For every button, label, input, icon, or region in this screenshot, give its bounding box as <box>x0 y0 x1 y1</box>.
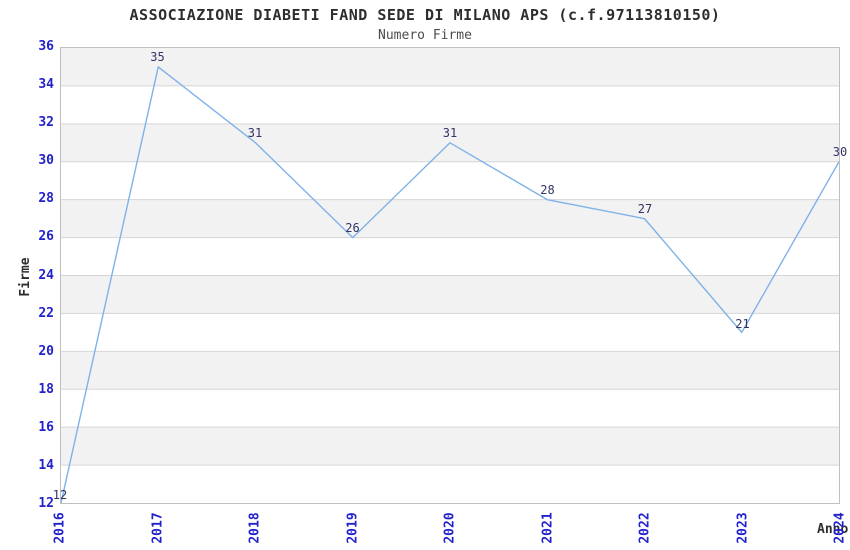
x-tick-label: 2024 <box>832 512 848 544</box>
y-tick-label: 30 <box>38 153 54 169</box>
x-tick-label: 2016 <box>52 512 68 544</box>
data-point-label: 26 <box>345 221 360 236</box>
y-tick-label: 26 <box>38 229 54 245</box>
plot-area <box>60 47 840 504</box>
y-tick-label: 18 <box>38 381 54 397</box>
line-chart-svg <box>61 48 839 503</box>
y-tick-label: 22 <box>38 305 54 321</box>
data-point-label: 30 <box>832 145 848 160</box>
y-tick-label: 34 <box>38 77 54 93</box>
x-tick-label: 2018 <box>247 512 263 544</box>
y-tick-label: 14 <box>38 457 54 473</box>
data-point-label: 31 <box>442 126 458 141</box>
y-tick-label: 20 <box>38 343 54 359</box>
y-tick-label: 36 <box>38 39 54 54</box>
y-tick-label: 12 <box>38 496 54 511</box>
data-point-label: 31 <box>247 126 263 141</box>
x-tick-label: 2023 <box>735 512 750 544</box>
y-tick-label: 32 <box>38 115 54 131</box>
data-point-label: 27 <box>637 202 653 217</box>
x-tick-label: 2021 <box>540 512 555 544</box>
data-point-label: 12 <box>52 488 68 502</box>
y-tick-label: 16 <box>38 419 54 435</box>
data-point-label: 28 <box>540 183 555 198</box>
x-axis-title: Anno <box>817 522 849 537</box>
x-tick-label: 2020 <box>442 512 458 544</box>
chart-subtitle: Numero Firme <box>378 28 472 43</box>
x-tick-label: 2022 <box>637 512 653 544</box>
y-tick-label: 28 <box>38 191 54 207</box>
x-tick-label: 2017 <box>150 512 165 544</box>
data-point-label: 35 <box>150 50 165 65</box>
x-tick-label: 2019 <box>345 512 360 544</box>
data-point-label: 21 <box>735 316 750 331</box>
y-tick-label: 24 <box>38 267 54 283</box>
series-line <box>61 66 839 503</box>
chart-title: ASSOCIAZIONE DIABETI FAND SEDE DI MILANO… <box>129 6 721 24</box>
